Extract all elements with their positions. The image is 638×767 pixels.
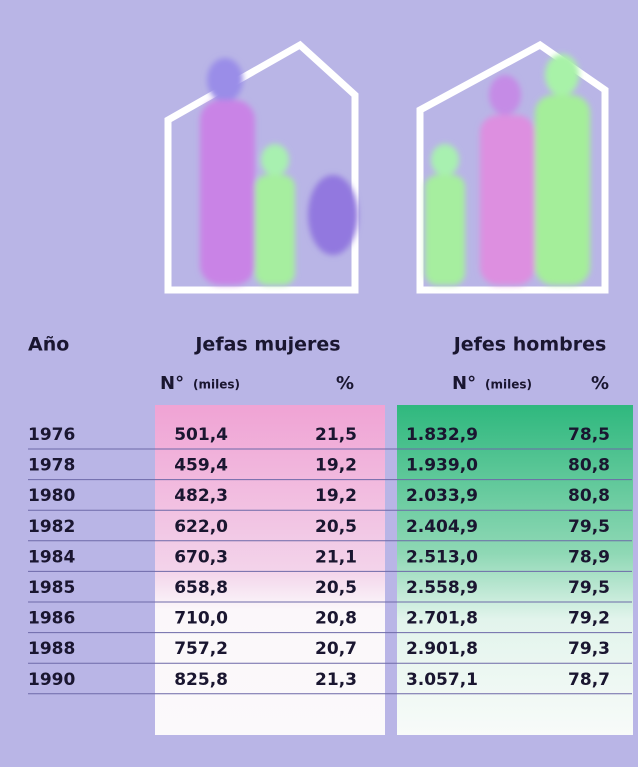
men-percent-cell: 80,8 (568, 486, 610, 506)
figure (425, 175, 465, 285)
men-number-cell: 2.901,8 (406, 639, 478, 659)
men-header: Jefes hombres (452, 334, 607, 356)
women-percent-cell: 19,2 (315, 456, 357, 476)
figure (255, 175, 295, 285)
year-header: Año (28, 334, 69, 356)
year-cell: 1984 (28, 547, 75, 567)
men-number-cell: 2.033,9 (406, 486, 478, 506)
page: Año Jefas mujeres Jefes hombres N° (mile… (0, 0, 638, 763)
illustration (168, 45, 605, 290)
men-number-cell: 2.558,9 (406, 578, 478, 598)
women-percent-cell: 21,3 (315, 670, 357, 690)
figure (431, 144, 459, 176)
women-percent-cell: 20,5 (315, 517, 357, 537)
year-cell: 1985 (28, 578, 75, 598)
men-percent-cell: 78,5 (568, 425, 610, 445)
figure (200, 100, 255, 285)
year-cell: 1990 (28, 670, 75, 690)
women-percent-cell: 20,7 (315, 639, 357, 659)
women-header: Jefas mujeres (193, 334, 340, 356)
unit-header: (miles) (193, 378, 240, 392)
men-number-cell: 1.832,9 (406, 425, 478, 445)
figure (545, 54, 579, 96)
year-cell: 1976 (28, 425, 75, 445)
unit-header: (miles) (485, 378, 532, 392)
women-number-cell: 757,2 (174, 639, 228, 659)
percent-header: % (336, 373, 354, 394)
men-number-cell: 2.404,9 (406, 517, 478, 537)
men-percent-cell: 79,5 (568, 517, 610, 537)
men-percent-cell: 78,9 (568, 547, 610, 567)
percent-header: % (591, 373, 609, 394)
women-number-cell: 825,8 (174, 670, 228, 690)
men-number-cell: 1.939,0 (406, 456, 478, 476)
women-number-cell: 501,4 (174, 425, 228, 445)
men-percent-cell: 79,2 (568, 609, 610, 629)
women-percent-cell: 21,1 (315, 547, 357, 567)
women-number-cell: 670,3 (174, 547, 228, 567)
men-percent-cell: 78,7 (568, 670, 610, 690)
figure (207, 58, 243, 102)
number-header: N° (452, 373, 476, 394)
year-cell: 1982 (28, 517, 75, 537)
women-percent-cell: 19,2 (315, 486, 357, 506)
men-number-cell: 2.701,8 (406, 609, 478, 629)
figure (480, 115, 535, 285)
year-cell: 1978 (28, 456, 75, 476)
women-percent-cell: 20,5 (315, 578, 357, 598)
women-number-cell: 710,0 (174, 609, 228, 629)
number-header: N° (160, 373, 184, 394)
women-percent-cell: 21,5 (315, 425, 357, 445)
men-percent-cell: 79,5 (568, 578, 610, 598)
men-percent-cell: 79,3 (568, 639, 610, 659)
men-number-cell: 3.057,1 (406, 670, 478, 690)
men-percent-cell: 80,8 (568, 456, 610, 476)
men-number-cell: 2.513,0 (406, 547, 478, 567)
women-number-cell: 459,4 (174, 456, 228, 476)
women-number-cell: 658,8 (174, 578, 228, 598)
year-cell: 1986 (28, 609, 75, 629)
women-percent-cell: 20,8 (315, 609, 357, 629)
figure (261, 144, 289, 176)
figure (308, 175, 358, 255)
figure (489, 75, 521, 115)
women-number-cell: 482,3 (174, 486, 228, 506)
women-number-cell: 622,0 (174, 517, 228, 537)
year-cell: 1980 (28, 486, 75, 506)
year-cell: 1988 (28, 639, 75, 659)
figure (535, 95, 590, 285)
